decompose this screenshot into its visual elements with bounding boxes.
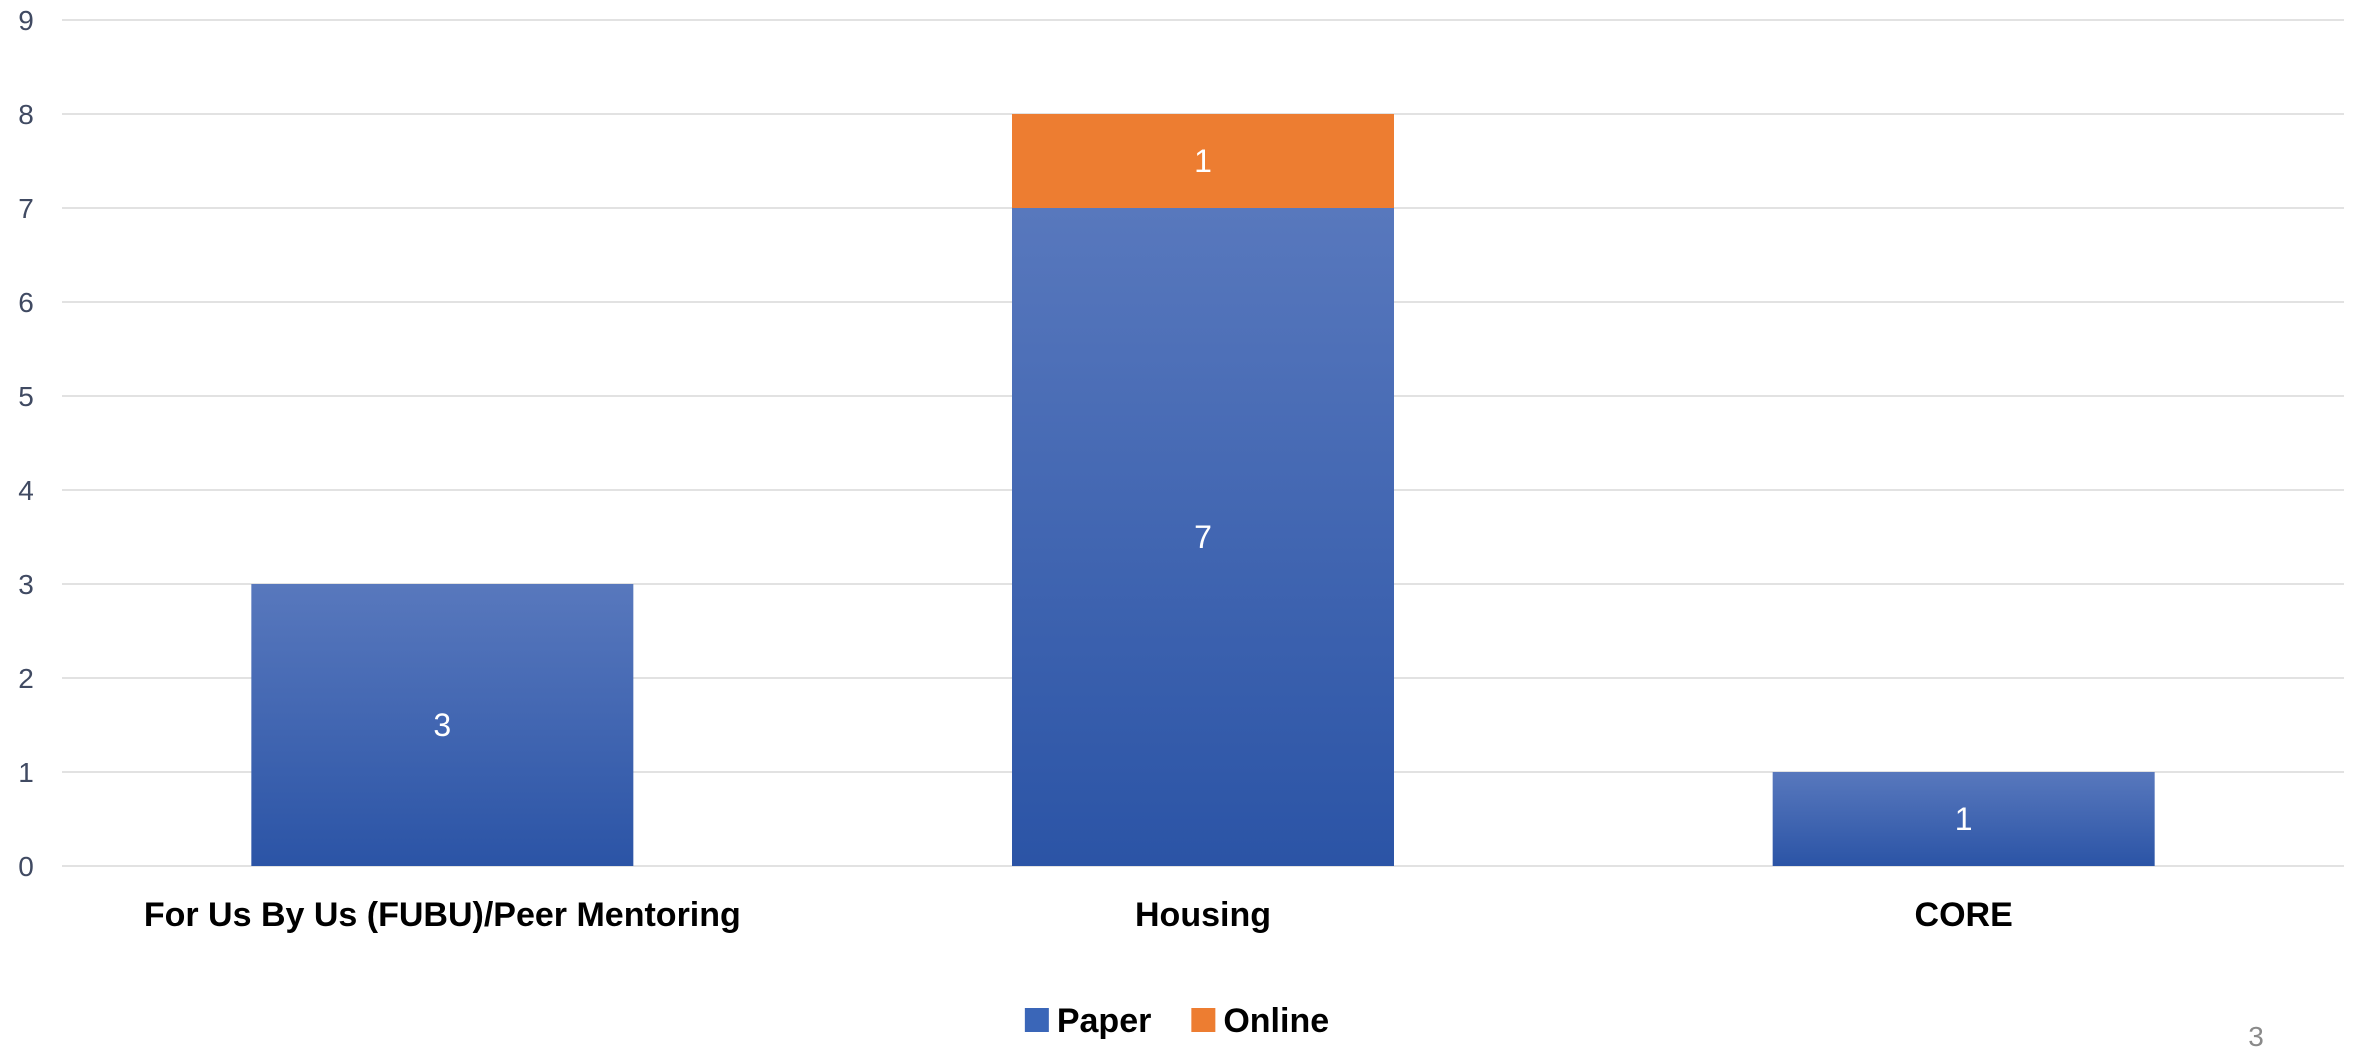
y-tick-label: 1 [18,757,34,788]
category-label: Housing [1135,896,1271,934]
bar-online [1012,114,1394,208]
data-label: 3 [433,707,451,743]
category-label: CORE [1915,896,2013,934]
y-tick-label: 8 [18,99,34,130]
y-tick-label: 0 [18,851,34,882]
y-tick-label: 3 [18,569,34,600]
bar-paper [1012,208,1394,866]
bar-paper [1772,772,2155,866]
category-label: For Us By Us (FUBU)/Peer Mentoring [144,896,741,934]
y-tick-label: 2 [18,663,34,694]
legend-label: Paper [1057,1002,1152,1040]
bars [251,114,2155,866]
y-axis-ticks: 0 1 2 3 4 5 6 7 8 9 [18,5,34,882]
y-tick-label: 9 [18,5,34,36]
legend-label: Online [1223,1002,1329,1040]
data-label: 1 [1194,143,1212,179]
y-tick-label: 4 [18,475,34,506]
x-axis-categories: For Us By Us (FUBU)/Peer Mentoring Housin… [144,896,2013,934]
y-tick-label: 5 [18,381,34,412]
legend: Paper Online [1024,1002,1329,1040]
legend-swatch-online [1191,1008,1216,1032]
y-tick-label: 7 [18,193,34,224]
page-number: 3 [2248,1021,2264,1049]
data-label: 7 [1194,519,1212,555]
bar-paper [251,584,634,866]
legend-swatch-paper [1024,1008,1049,1032]
data-label: 1 [1955,801,1973,837]
y-tick-label: 6 [18,287,34,318]
